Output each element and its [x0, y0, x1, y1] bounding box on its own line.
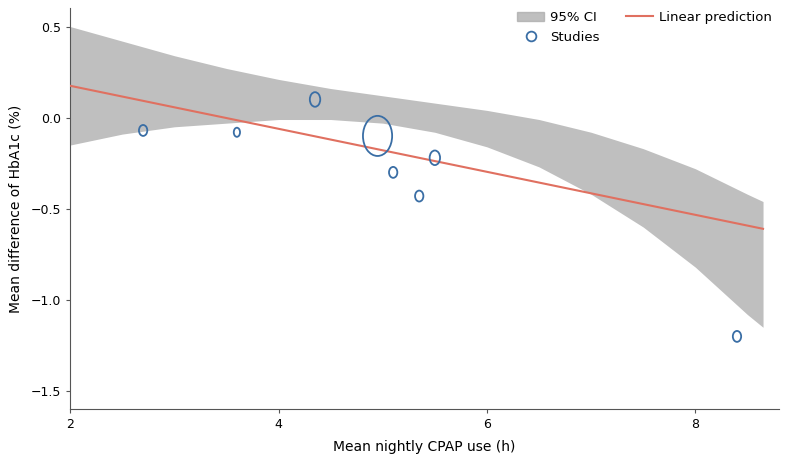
X-axis label: Mean nightly CPAP use (h): Mean nightly CPAP use (h) — [333, 440, 515, 454]
Y-axis label: Mean difference of HbA1c (%): Mean difference of HbA1c (%) — [9, 105, 22, 313]
Legend: 95% CI, Studies, Linear prediction: 95% CI, Studies, Linear prediction — [517, 11, 772, 43]
